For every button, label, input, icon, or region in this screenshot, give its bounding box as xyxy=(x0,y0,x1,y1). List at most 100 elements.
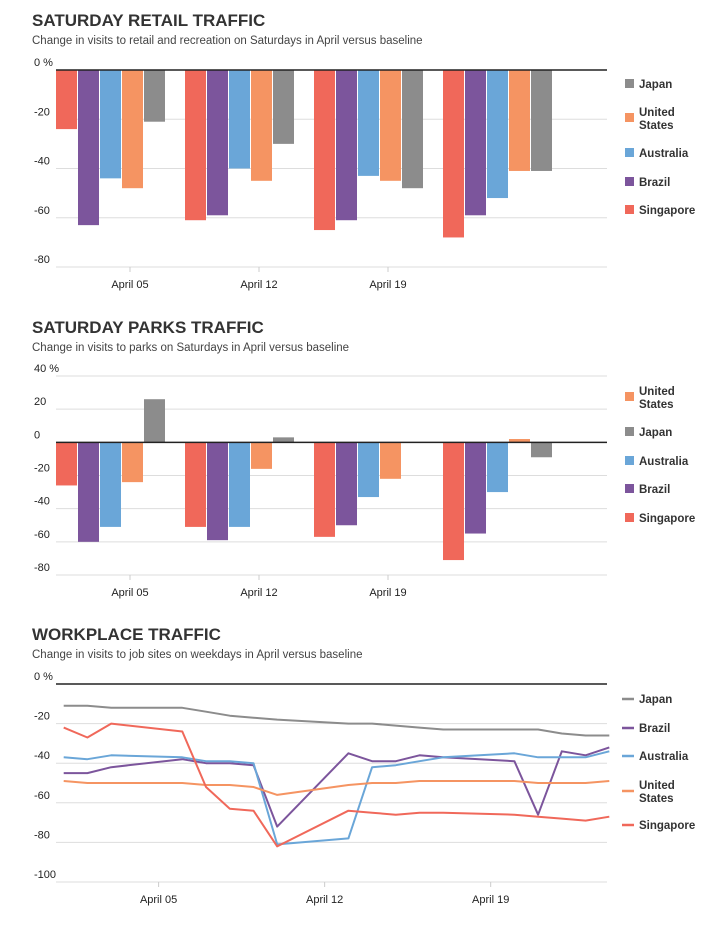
bar-singapore xyxy=(56,70,77,130)
chart-title-0: SATURDAY RETAIL TRAFFIC xyxy=(32,11,265,30)
bar-united-states xyxy=(122,70,143,189)
y-tick-label: -20 xyxy=(34,463,50,475)
legend-swatch xyxy=(625,484,634,493)
bar-united-states xyxy=(380,442,401,479)
y-tick-label: -40 xyxy=(34,496,50,508)
chart-subtitle-1: Change in visits to parks on Saturdays i… xyxy=(32,342,349,354)
bar-japan xyxy=(402,70,423,189)
bar-australia xyxy=(358,442,379,498)
bar-brazil xyxy=(207,70,228,216)
legend-swatch xyxy=(625,392,634,401)
legend-label: Singapore xyxy=(639,513,695,525)
legend-swatch xyxy=(625,148,634,157)
bar-australia xyxy=(100,70,121,179)
legend-label: United States xyxy=(639,107,675,132)
series-line-japan xyxy=(63,704,610,737)
y-tick-label: 0 % xyxy=(34,57,53,69)
series-line-singapore xyxy=(63,722,610,848)
legend-label-line: States xyxy=(639,793,674,805)
y-tick-label: 0 % xyxy=(34,671,53,683)
legend-label: Australia xyxy=(639,751,689,763)
legend-label: Brazil xyxy=(639,484,670,496)
bar-united-states xyxy=(509,70,530,171)
legend-swatch xyxy=(625,177,634,186)
y-tick-label: -60 xyxy=(34,205,50,217)
bar-japan xyxy=(144,399,165,443)
x-tick-label: April 12 xyxy=(240,587,277,599)
bar-singapore xyxy=(185,70,206,221)
bar-singapore xyxy=(185,442,206,527)
bar-united-states xyxy=(509,439,530,443)
bar-singapore xyxy=(314,442,335,537)
legend-label: Singapore xyxy=(639,820,695,832)
series-line-australia xyxy=(63,750,610,846)
legend-swatch xyxy=(625,113,634,122)
y-tick-label: 0 xyxy=(34,429,40,441)
y-tick-label: 20 xyxy=(34,396,46,408)
series-line-brazil xyxy=(63,746,610,828)
y-tick-label: -60 xyxy=(34,529,50,541)
bar-united-states xyxy=(251,442,272,469)
y-tick-label: 40 % xyxy=(34,363,59,375)
bar-australia xyxy=(487,70,508,199)
legend-label-line: States xyxy=(639,399,674,411)
bar-singapore xyxy=(314,70,335,231)
y-tick-label: -80 xyxy=(34,829,50,841)
legend-swatch xyxy=(625,456,634,465)
bar-brazil xyxy=(336,442,357,526)
bar-singapore xyxy=(56,442,77,486)
y-tick-label: -40 xyxy=(34,156,50,168)
legend-label-line: United xyxy=(639,107,675,119)
y-tick-label: -80 xyxy=(34,254,50,266)
legend-label-line: United xyxy=(639,386,675,398)
x-tick-label: April 19 xyxy=(369,279,406,291)
x-tick-label: April 12 xyxy=(240,279,277,291)
bar-japan xyxy=(531,70,552,171)
legend-label: Japan xyxy=(639,694,672,706)
bar-brazil xyxy=(336,70,357,221)
chart-subtitle-2: Change in visits to job sites on weekday… xyxy=(32,649,362,661)
y-tick-label: -40 xyxy=(34,750,50,762)
x-tick-label: April 05 xyxy=(111,587,148,599)
bar-brazil xyxy=(465,442,486,534)
legend-label: Brazil xyxy=(639,177,670,189)
legend-label-line: United xyxy=(639,780,675,792)
x-tick-label: April 05 xyxy=(140,894,177,906)
x-tick-label: April 19 xyxy=(472,894,509,906)
bar-japan xyxy=(273,70,294,144)
chart-title-1: SATURDAY PARKS TRAFFIC xyxy=(32,318,264,337)
bar-australia xyxy=(358,70,379,176)
bar-brazil xyxy=(78,70,99,226)
bar-united-states xyxy=(380,70,401,181)
bar-japan xyxy=(144,70,165,122)
legend-label: Australia xyxy=(639,148,689,160)
bar-japan xyxy=(273,437,294,443)
bar-australia xyxy=(487,442,508,493)
chart-title-2: WORKPLACE TRAFFIC xyxy=(32,625,221,644)
y-tick-label: -60 xyxy=(34,790,50,802)
y-tick-label: -20 xyxy=(34,106,50,118)
bar-brazil xyxy=(78,442,99,542)
chart-subtitle-0: Change in visits to retail and recreatio… xyxy=(32,35,423,47)
bar-brazil xyxy=(207,442,228,541)
bar-australia xyxy=(229,442,250,527)
legend-label: Australia xyxy=(639,456,689,468)
bar-australia xyxy=(229,70,250,169)
legend-label: United States xyxy=(639,386,675,411)
y-tick-label: -100 xyxy=(34,869,56,881)
legend-swatch xyxy=(625,513,634,522)
x-tick-label: April 05 xyxy=(111,279,148,291)
bar-brazil xyxy=(465,70,486,216)
y-tick-label: -20 xyxy=(34,711,50,723)
bar-singapore xyxy=(443,70,464,238)
y-tick-label: -80 xyxy=(34,562,50,574)
legend-label: Singapore xyxy=(639,205,695,217)
bar-japan xyxy=(531,442,552,458)
legend-label-line: States xyxy=(639,120,674,132)
legend-label: Japan xyxy=(639,427,672,439)
bar-united-states xyxy=(251,70,272,181)
legend-swatch xyxy=(625,79,634,88)
legend-swatch xyxy=(625,205,634,214)
